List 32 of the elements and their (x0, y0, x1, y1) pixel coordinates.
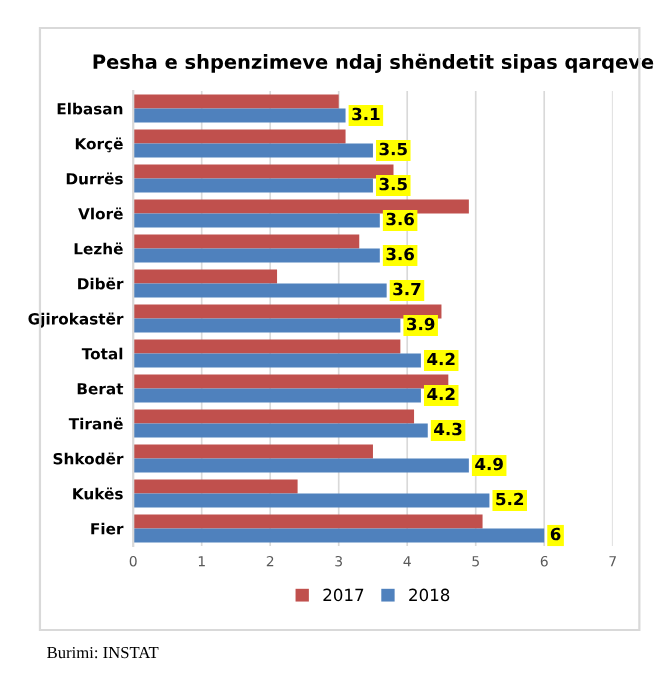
bar (133, 304, 442, 319)
legend-label: 2017 (323, 588, 364, 602)
data-label: 6 (550, 527, 561, 541)
bar (133, 269, 278, 284)
data-label: 3.7 (393, 282, 421, 296)
bar (133, 514, 483, 529)
data-label: 4.3 (434, 422, 462, 436)
legend-label: 2018 (409, 588, 450, 602)
bar (133, 199, 469, 214)
text: Burimi: INSTAT (47, 646, 159, 659)
bar (133, 94, 339, 109)
bar (133, 234, 360, 249)
bar (133, 374, 449, 389)
data-label: 4.9 (475, 457, 503, 471)
bar (133, 129, 346, 144)
bar (133, 143, 373, 158)
data-label: 3.5 (379, 177, 407, 191)
bar (133, 409, 415, 424)
bar (133, 479, 298, 494)
chart-title: Pesha e shpenzimeve ndaj shëndetit sipas qarqeve (93, 53, 654, 73)
bar (133, 178, 373, 193)
data-label: 5.2 (496, 492, 524, 506)
data-label: 3.1 (352, 107, 380, 121)
data-label: 4.2 (427, 387, 455, 401)
data-label: 3.6 (386, 247, 414, 261)
bar (133, 339, 401, 354)
data-label: 4.2 (427, 352, 455, 366)
bar (133, 444, 373, 459)
data-label: 3.5 (379, 142, 407, 156)
data-label: 3.6 (386, 212, 414, 226)
data-label: 3.9 (407, 317, 435, 331)
bar (133, 164, 394, 179)
